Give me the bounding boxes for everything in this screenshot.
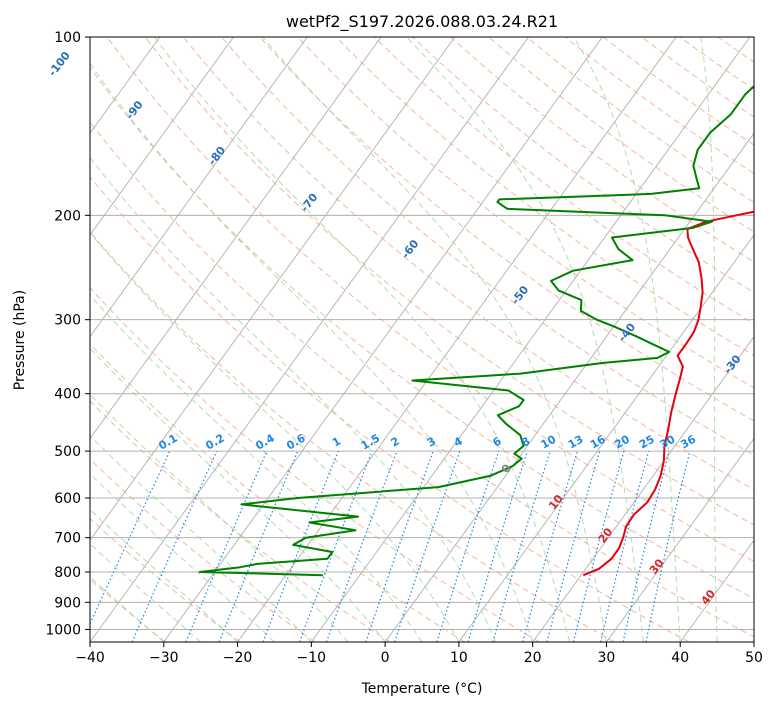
mixing-ratio-line [493,451,550,642]
dry-adiabat [69,37,775,642]
isotherm-line [754,37,775,642]
moist-adiabat [263,37,607,642]
mixing-ratio-label: 25 [637,433,657,452]
mixing-ratio-line [82,451,170,642]
y-tick-label: 1000 [45,622,81,638]
dry-adiabat-label: -70 [298,191,321,215]
isotherm-line [533,37,775,642]
dry-adiabat-label: -60 [399,237,422,261]
mixing-ratio-label: 2 [389,435,402,450]
dry-adiabat-label: -90 [123,98,146,122]
dry-adiabat [565,37,775,642]
x-tick-label: 40 [671,650,689,666]
mixing-ratio-line [623,451,669,642]
x-tick-label: 20 [524,650,542,666]
mixing-ratio-line [574,451,624,642]
mixing-ratio-label: 16 [588,432,608,451]
dry-adiabat [412,37,775,642]
y-tick-label: 400 [54,387,81,403]
dry-adiabat-label: -100 [46,49,73,79]
dry-adiabat [0,37,614,642]
isotherm-label: 10 [546,492,566,512]
isotherm-line [606,37,775,642]
mixing-ratio-label: 1 [330,435,343,450]
isotherm-line [0,37,234,642]
plot-frame [90,37,754,642]
x-tick-label: 10 [450,650,468,666]
dry-adiabat [0,37,465,642]
mixing-ratio-label: 0.1 [156,432,179,453]
x-tick-label: −30 [149,650,179,666]
dry-adiabat-label: -40 [616,320,639,344]
moist-adiabat [0,37,238,642]
isotherm-line [90,37,529,642]
y-tick-label: 200 [54,208,81,224]
dewpoint-profile-line [200,37,775,575]
x-axis-label: Temperature (°C) [361,681,483,697]
y-tick-label: 700 [54,531,81,547]
mixing-ratio-line [186,451,267,642]
y-axis-label: Pressure (hPa) [12,290,28,390]
dry-adiabat [221,37,775,642]
y-tick-label: 500 [54,444,81,460]
mixing-ratio-line [646,451,690,642]
mixing-ratio-line [523,451,578,642]
mixing-ratio-line [468,451,527,642]
mixing-ratio-line [601,451,649,642]
dry-adiabat-label: -80 [206,144,229,168]
mixing-ratio-label: 0.6 [284,431,308,452]
mixing-ratio-label: 1.5 [359,432,382,453]
mixing-ratio-line [132,451,217,642]
dry-adiabat [527,37,775,642]
moist-adiabat [0,37,201,642]
x-tick-label: −40 [75,650,105,666]
dry-adiabat [642,37,775,642]
x-tick-label: 30 [598,650,616,666]
moist-adiabat [8,37,496,642]
chart-title: wetPf2_S197.2026.088.03.24.R21 [286,12,558,32]
moist-adiabat [154,37,569,642]
mixing-ratio-line [395,451,460,642]
mixing-ratio-label: 3 [425,435,438,450]
dry-adiabat [0,37,240,642]
x-tick-label: −20 [223,650,253,666]
x-tick-label: −10 [297,650,327,666]
mixing-ratio-label: 13 [566,433,586,452]
isotherm-label: 0 [499,461,514,475]
x-tick-label: 50 [745,650,763,666]
y-tick-label: 300 [54,313,81,329]
mixing-ratio-line [366,451,434,642]
y-tick-label: 800 [54,565,81,581]
mixing-ratio-label: 0.4 [253,431,277,452]
y-tick-label: 600 [54,491,81,507]
isotherm-line [16,37,455,642]
x-tick-label: 0 [381,650,390,666]
isotherm-line [164,37,603,642]
dry-adiabat [145,37,775,642]
isotherm-line [311,37,750,642]
dry-adiabat [336,37,775,642]
mixing-ratio-line [547,451,600,642]
dry-adiabat-label: -50 [509,283,532,307]
dry-adiabat [0,37,315,642]
mixing-ratio-label: 6 [490,434,503,449]
dry-adiabat [0,37,689,642]
y-tick-label: 900 [54,595,81,611]
y-tick-label: 100 [54,30,81,46]
dry-adiabat [0,37,539,642]
isotherm-line [0,37,307,642]
mixing-ratio-label: 36 [678,432,698,451]
dry-adiabat [756,37,775,642]
mixing-ratio-label: 20 [612,432,632,451]
moist-adiabat [0,37,274,642]
isotherm-label: 20 [596,525,616,545]
isotherm-line [0,37,12,642]
mixing-ratio-label: 0.2 [203,432,226,453]
mixing-ratio-label: 4 [452,434,465,449]
